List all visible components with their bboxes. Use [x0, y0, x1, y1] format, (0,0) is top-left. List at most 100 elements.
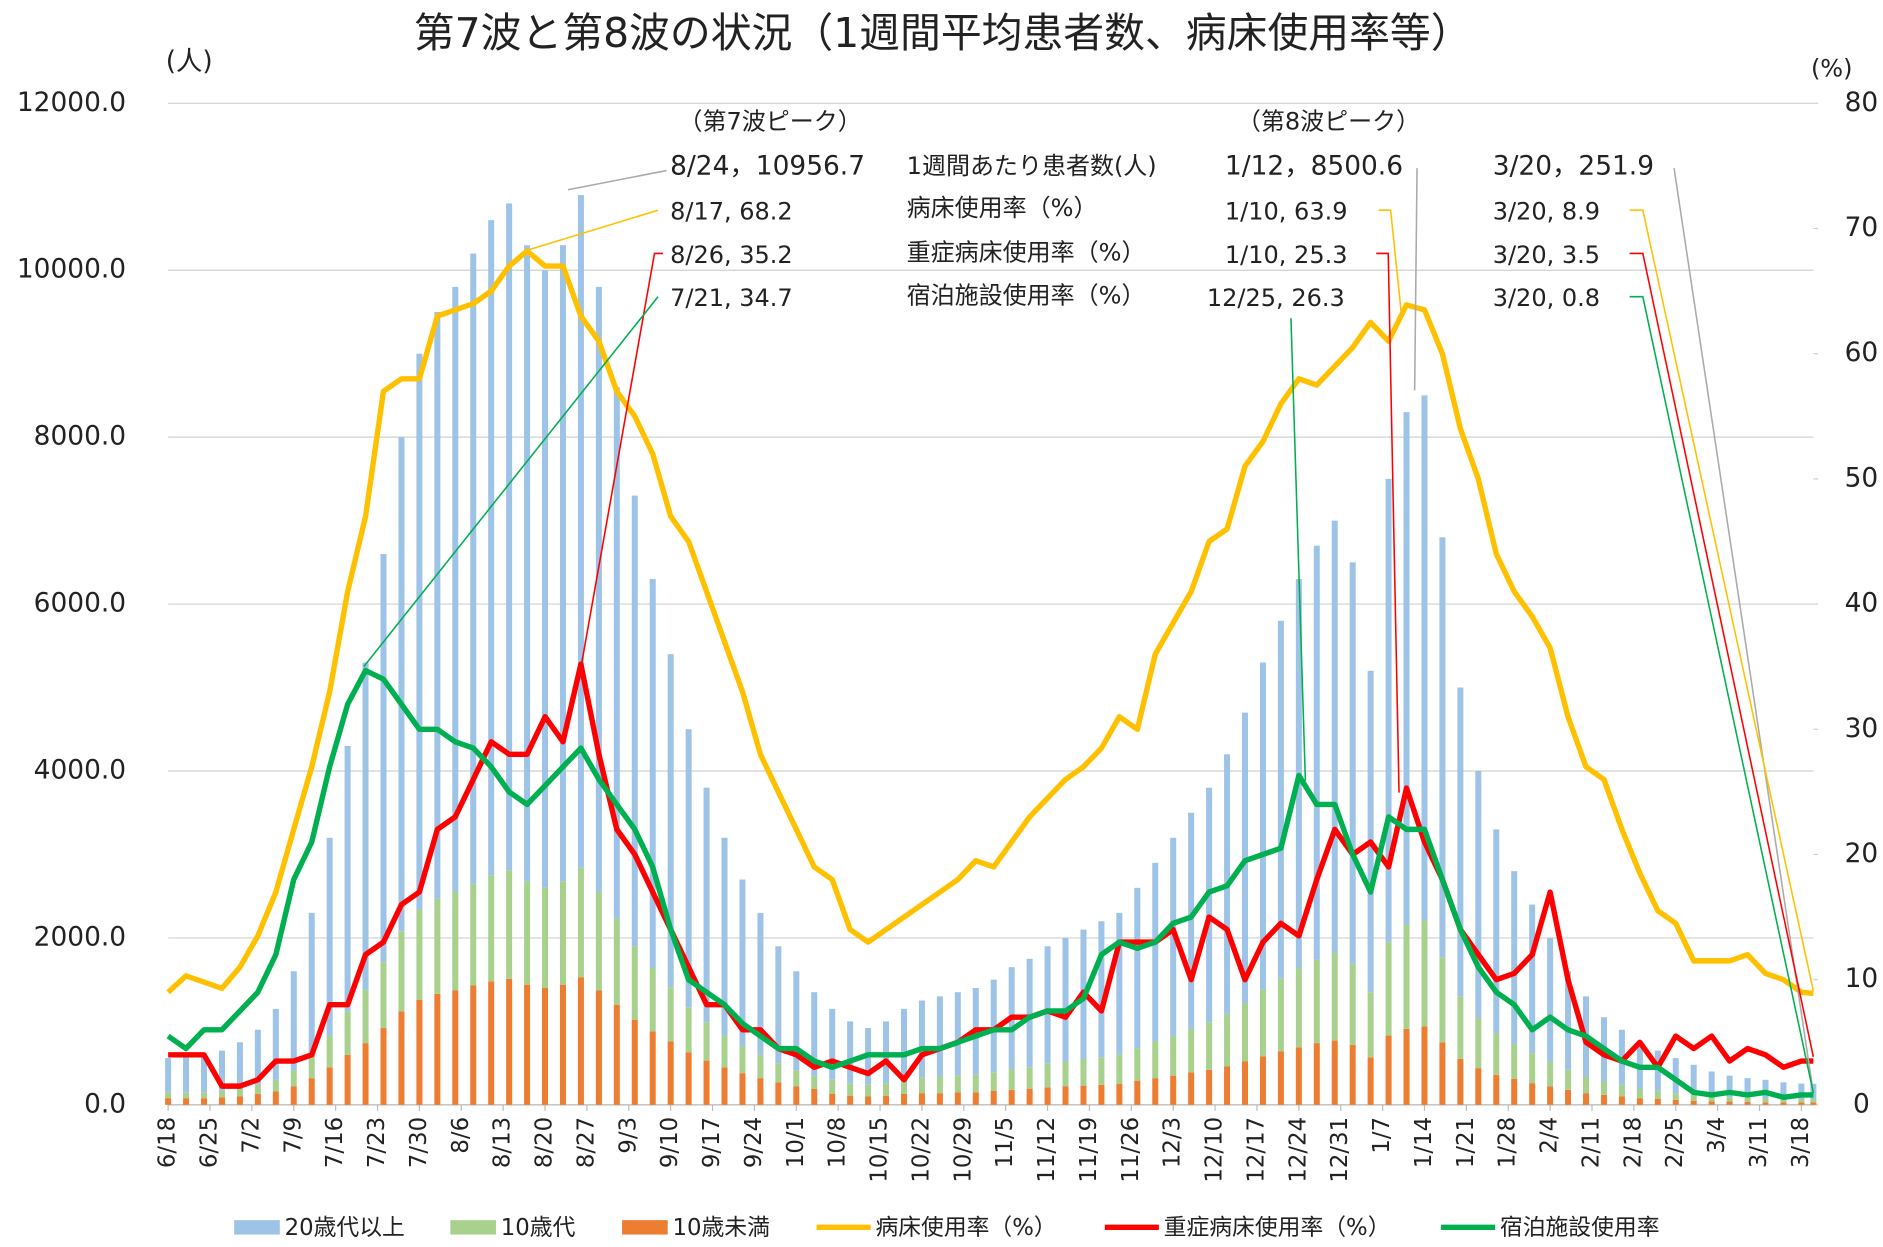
bar: [829, 1094, 836, 1105]
bar: [1026, 1067, 1033, 1090]
bar: [1134, 1048, 1141, 1081]
bar: [1726, 1075, 1733, 1098]
annotation: 7/21, 34.7: [670, 284, 793, 312]
bar: [595, 892, 602, 991]
bar: [1152, 1041, 1159, 1079]
bar: [1008, 1068, 1015, 1090]
bar: [1810, 1099, 1817, 1103]
y2-axis-unit: (%): [1811, 55, 1853, 83]
bar: [1744, 1097, 1751, 1102]
bar: [954, 1075, 961, 1093]
bar: [900, 1008, 907, 1080]
bar: [1206, 1022, 1213, 1070]
bar: [1547, 937, 1554, 1062]
bar: [1493, 1074, 1500, 1105]
bar: [865, 1084, 872, 1097]
bar: [1762, 1102, 1769, 1105]
x-tick-label: 2/4: [1537, 1117, 1563, 1154]
bar: [1116, 912, 1123, 1055]
x-tick-label: 1/28: [1495, 1117, 1521, 1168]
bar: [1008, 1089, 1015, 1105]
bar: [900, 1079, 907, 1095]
bar: [1349, 963, 1356, 1045]
bar: [1385, 1035, 1392, 1105]
bar: [1313, 545, 1320, 960]
y2-tick-label: 0: [1853, 1088, 1870, 1119]
bar: [1529, 1053, 1536, 1084]
bar: [703, 787, 710, 1023]
bar: [380, 1028, 387, 1105]
bar: [631, 946, 638, 1020]
leader-line: [1413, 168, 1418, 391]
legend-label: 10歳代: [501, 1215, 576, 1241]
bar: [577, 867, 584, 978]
bar: [775, 1082, 782, 1105]
bar: [1403, 1028, 1410, 1105]
bar: [1511, 1078, 1518, 1105]
x-tick-label: 10/22: [908, 1117, 934, 1183]
bar: [883, 1095, 890, 1105]
bar: [506, 870, 513, 979]
bar: [1367, 1057, 1374, 1105]
bar: [1600, 1094, 1607, 1105]
bar: [811, 1089, 818, 1105]
bar: [1421, 920, 1428, 1027]
bar: [703, 1022, 710, 1061]
bar: [254, 1029, 261, 1085]
legend: 20歳代以上 10歳代 10歳未満 病床使用率（%） 重症病床使用率（%） 宿泊施設使用率: [234, 1215, 1659, 1241]
chart-title: 第7波と第8波の状況（1週間平均患者数、病床使用率等）: [414, 9, 1472, 57]
bar: [1636, 1089, 1643, 1099]
bar: [1026, 958, 1033, 1068]
bars: [165, 195, 1817, 1105]
bar: [1547, 1086, 1554, 1105]
annotation: 8/24，10956.7: [670, 150, 865, 181]
bar: [1618, 1096, 1625, 1105]
y-axis-unit: (人): [166, 46, 213, 77]
x-tick-label: 2/11: [1578, 1117, 1604, 1168]
bar: [1565, 1069, 1572, 1090]
bar: [362, 662, 369, 990]
x-tick-label: 9/24: [741, 1117, 767, 1168]
bar: [577, 195, 584, 868]
leader-line: [579, 252, 663, 673]
bar: [649, 579, 656, 968]
bar: [290, 1086, 297, 1105]
x-tick-label: 9/17: [699, 1117, 725, 1168]
legend-label: 病床使用率（%）: [875, 1215, 1056, 1241]
bar: [1708, 1101, 1715, 1105]
bar: [290, 971, 297, 1071]
x-tick-label: 1/21: [1453, 1117, 1479, 1168]
annotation: （第7波ピーク）: [679, 108, 862, 136]
bar: [1798, 1099, 1805, 1103]
x-tick-label: 7/9: [280, 1117, 306, 1154]
bar: [1044, 946, 1051, 1064]
bar: [559, 245, 566, 882]
bar: [362, 989, 369, 1044]
bar: [1439, 537, 1446, 958]
bar: [1259, 1056, 1266, 1105]
annotation: 12/25, 26.3: [1207, 284, 1345, 312]
bar: [1116, 1054, 1123, 1084]
legend-swatch: [234, 1220, 280, 1235]
y2-tick-label: 80: [1845, 87, 1879, 118]
bar: [685, 1007, 692, 1053]
bar: [1367, 670, 1374, 993]
bar: [308, 1078, 315, 1105]
annotation: 1/10, 25.3: [1225, 241, 1348, 269]
leader-line: [528, 209, 659, 251]
bar: [201, 1092, 208, 1099]
bar: [524, 881, 531, 985]
bar: [398, 437, 405, 932]
x-tick-label: 8/20: [532, 1117, 558, 1168]
bar: [1062, 1086, 1069, 1105]
x-tick-label: 8/13: [490, 1117, 516, 1168]
bar: [1188, 1072, 1195, 1105]
bar: [829, 1079, 836, 1095]
y-tick-label: 8000.0: [34, 421, 126, 452]
x-tick-label: 6/25: [197, 1117, 223, 1168]
y2-tick-label: 60: [1845, 337, 1879, 368]
bar: [918, 1000, 925, 1078]
bar: [1810, 1102, 1817, 1105]
bar: [1259, 989, 1266, 1057]
bar: [972, 1074, 979, 1093]
